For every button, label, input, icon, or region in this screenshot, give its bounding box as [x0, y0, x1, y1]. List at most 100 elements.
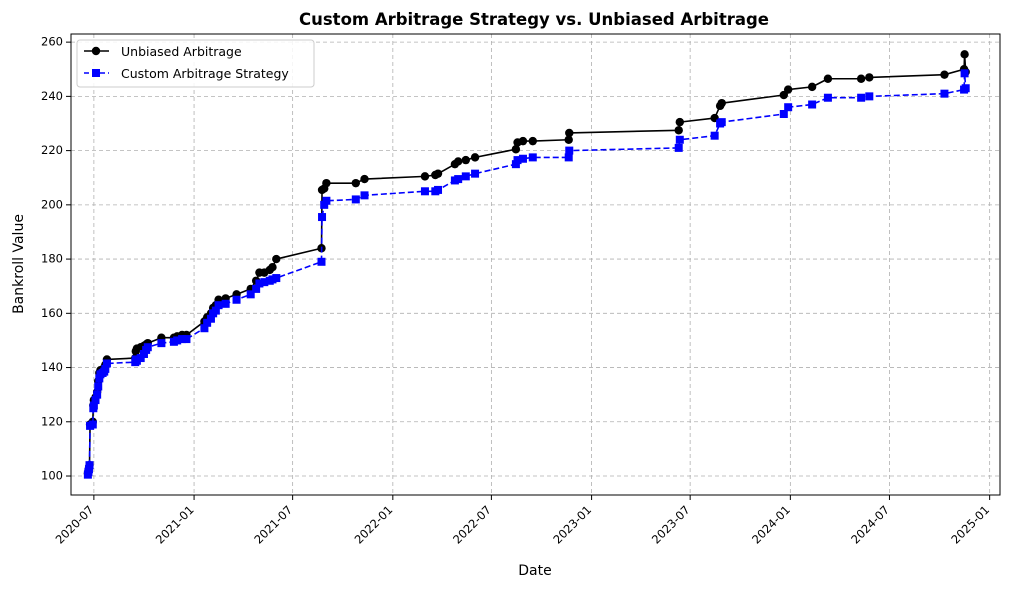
y-tick-label: 120 [41, 414, 63, 428]
data-point [784, 103, 793, 112]
data-point [807, 82, 817, 92]
data-point [513, 156, 522, 165]
data-point [182, 335, 191, 344]
legend-marker-unbiased [91, 46, 101, 56]
data-point [272, 254, 281, 264]
data-point [461, 172, 470, 181]
y-tick-label: 260 [41, 35, 63, 49]
y-tick-label: 100 [41, 469, 63, 483]
data-point [453, 157, 463, 166]
data-point [317, 257, 326, 266]
legend-marker-custom [92, 69, 100, 77]
data-point [961, 84, 970, 93]
data-point [420, 187, 429, 196]
data-point [565, 128, 574, 138]
data-point [471, 169, 480, 178]
plot-area [83, 50, 970, 479]
x-tick-label: 2021-07 [251, 503, 295, 547]
data-point [674, 126, 683, 135]
data-point [420, 172, 430, 181]
data-point [564, 153, 573, 162]
data-point [940, 89, 949, 98]
data-point [252, 284, 261, 293]
data-point [89, 401, 98, 410]
x-tick-label: 2022-01 [352, 503, 396, 547]
y-tick-label: 140 [41, 360, 63, 374]
legend-box [76, 39, 315, 88]
grid [71, 34, 1000, 495]
data-point [214, 301, 223, 310]
data-point [434, 185, 443, 194]
data-point [320, 200, 329, 209]
data-point [940, 70, 949, 79]
data-point [856, 74, 866, 83]
data-point [268, 263, 277, 272]
x-tick-label: 2023-01 [550, 503, 594, 547]
data-point [88, 420, 97, 429]
data-point [960, 69, 969, 78]
data-point [84, 465, 93, 474]
data-point [865, 92, 874, 101]
data-point [221, 299, 230, 308]
legend-label-unbiased: Unbiased Arbitrage [121, 44, 242, 59]
data-point [351, 195, 360, 204]
x-tick-label: 2021-01 [153, 503, 197, 547]
chart-title: Custom Arbitrage Strategy vs. Unbiased A… [299, 10, 769, 29]
data-point [511, 145, 521, 154]
data-point [157, 339, 166, 348]
x-tick-label: 2022-07 [450, 503, 494, 547]
data-point [272, 274, 281, 283]
data-point [139, 349, 148, 358]
data-point [200, 324, 209, 333]
data-point [808, 100, 817, 109]
series-line [87, 53, 967, 474]
data-point [564, 135, 573, 144]
x-tick-label: 2023-07 [649, 503, 693, 547]
data-point [203, 318, 212, 327]
data-point [565, 146, 574, 155]
data-point [322, 178, 331, 188]
data-point [178, 335, 187, 344]
data-point [470, 153, 480, 162]
y-axis: 100 120 140 160 180 200 220 240 260 [41, 35, 71, 483]
data-point [102, 359, 111, 368]
data-point [101, 364, 110, 373]
data-point [211, 306, 220, 315]
plot-frame [70, 33, 1001, 496]
series-unbiased-arbitrage [83, 50, 970, 478]
legend-label-custom: Custom Arbitrage Strategy [121, 66, 289, 81]
data-point [260, 278, 269, 287]
data-point [675, 117, 685, 127]
data-point [246, 290, 255, 299]
y-tick-label: 200 [41, 197, 63, 211]
x-tick-label: 2024-07 [848, 503, 892, 547]
data-point [173, 336, 182, 345]
data-point [206, 314, 215, 323]
x-tick-label: 2020-07 [53, 503, 97, 547]
data-point [823, 93, 832, 102]
data-point [783, 85, 793, 94]
data-point [717, 118, 726, 127]
series-custom-arbitrage-strategy [83, 69, 970, 479]
data-point [823, 74, 833, 83]
data-point [143, 343, 152, 352]
data-point [85, 461, 94, 470]
data-point [322, 196, 331, 205]
x-tick-label: 2024-01 [749, 503, 793, 547]
data-point [717, 98, 726, 108]
data-point [865, 73, 874, 82]
data-point [674, 143, 683, 152]
data-point [318, 213, 327, 222]
data-point [351, 178, 360, 188]
y-tick-label: 220 [41, 143, 63, 157]
data-point [710, 131, 719, 140]
data-point [675, 135, 684, 144]
y-tick-label: 160 [41, 306, 63, 320]
data-point [528, 136, 537, 146]
data-point [461, 155, 470, 165]
data-point [94, 382, 103, 391]
y-tick-label: 240 [41, 89, 63, 103]
data-point [454, 175, 463, 184]
data-point [518, 136, 528, 146]
